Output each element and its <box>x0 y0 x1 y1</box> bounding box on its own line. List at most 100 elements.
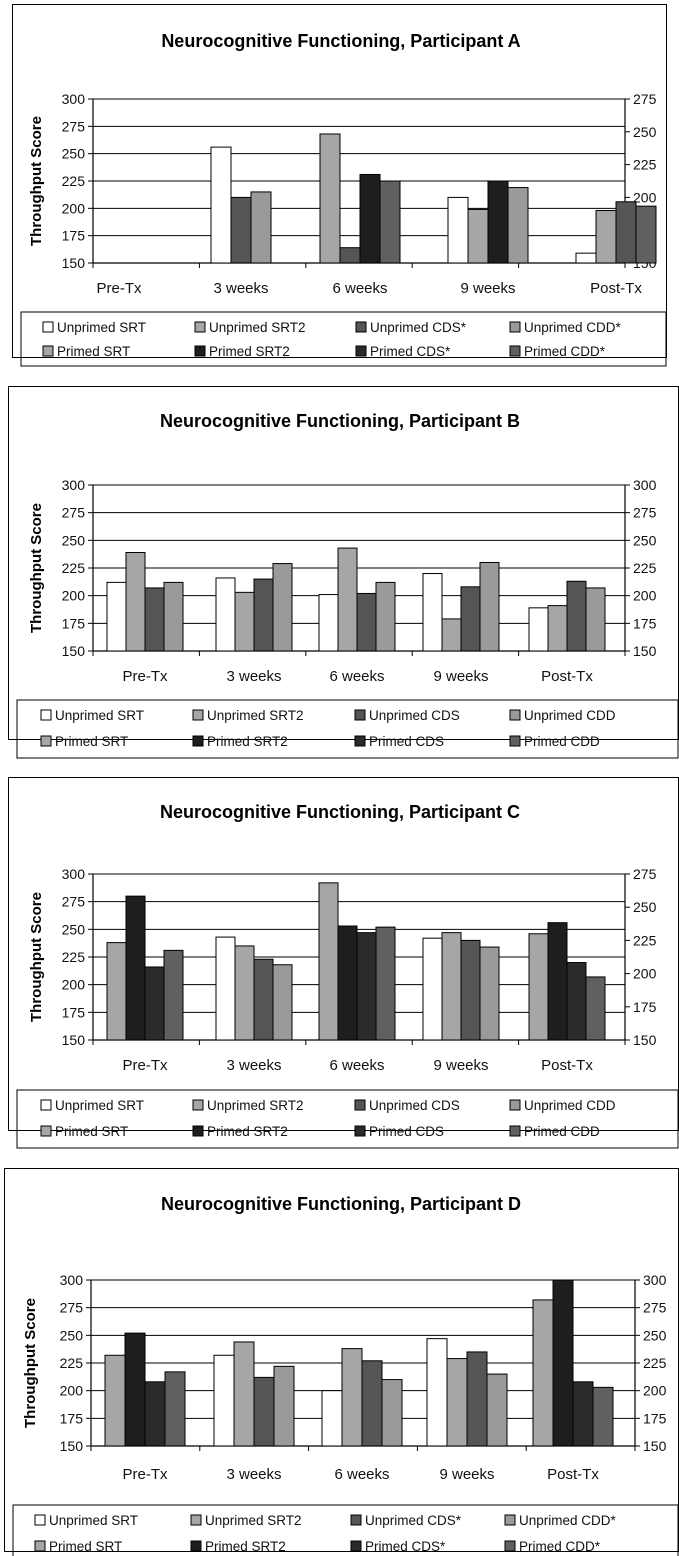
legend-swatch <box>509 1125 521 1137</box>
legend-swatch <box>350 1540 362 1552</box>
bar-primed-cdd <box>585 976 606 1041</box>
y2-tick-label: 225 <box>643 1355 667 1371</box>
y-tick-label: 150 <box>60 1438 84 1454</box>
x-category-label: Post-Tx <box>541 668 593 685</box>
bar-unprimed-srt2 <box>234 945 255 1041</box>
chart-title: Neurocognitive Functioning, Participant … <box>161 1194 521 1214</box>
y2-tick-label: 225 <box>633 157 657 173</box>
chart-svg-a: Neurocognitive Functioning, Participant … <box>20 31 667 367</box>
legend-label: Primed CDS <box>369 734 444 749</box>
y2-tick-label: 250 <box>633 124 657 140</box>
bar-unprimed-srt2 <box>125 552 146 652</box>
y-tick-label: 150 <box>62 255 86 271</box>
chart-svg-b: Neurocognitive Functioning, Participant … <box>16 411 679 759</box>
legend-swatch <box>42 345 54 357</box>
bar-primed-srt <box>104 1354 126 1447</box>
x-category-label: 9 weeks <box>433 668 488 685</box>
bar-unprimed-cds <box>460 586 481 652</box>
legend-label: Primed SRT <box>55 1124 128 1139</box>
legend-label: Primed CDD* <box>519 1539 601 1554</box>
y-tick-label: 275 <box>60 1300 84 1316</box>
bar-unprimed-cds <box>466 1351 488 1447</box>
legend-swatch <box>40 1099 52 1111</box>
bar-primed-srt2 <box>124 1332 146 1447</box>
chart-svg-d: Neurocognitive Functioning, Participant … <box>12 1194 679 1556</box>
y2-tick-label: 175 <box>633 615 657 631</box>
bar-primed-cdd <box>592 1386 614 1447</box>
y-tick-label: 150 <box>62 1032 86 1048</box>
bar-unprimed-cds <box>361 1360 383 1447</box>
legend-swatch <box>192 735 204 747</box>
bar-unprimed-cdd <box>479 946 500 1041</box>
legend-label: Unprimed CDS* <box>370 320 467 335</box>
bar-unprimed-srt2 <box>547 605 568 652</box>
x-category-label: 9 weeks <box>460 280 515 297</box>
bar-unprimed-cdd <box>479 561 500 652</box>
legend-swatch <box>192 1099 204 1111</box>
bar-unprimed-srt <box>426 1338 448 1447</box>
legend-swatch <box>355 321 367 333</box>
bar-unprimed-cdd <box>272 964 293 1041</box>
chart-title: Neurocognitive Functioning, Participant … <box>160 802 520 822</box>
y-axis-title: Throughput Score <box>28 503 45 633</box>
legend-label: Primed CDS <box>369 1124 444 1139</box>
y-tick-label: 275 <box>62 894 86 910</box>
legend-label: Unprimed SRT <box>49 1513 138 1528</box>
y-axis-title: Throughput Score <box>28 116 45 246</box>
y2-tick-label: 150 <box>643 1438 667 1454</box>
bar-unprimed-srt <box>575 252 597 264</box>
legend-swatch <box>504 1540 516 1552</box>
bar-primed-cds <box>144 966 165 1041</box>
legend-swatch <box>504 1514 516 1526</box>
bar-unprimed-srt <box>215 577 236 652</box>
y-tick-label: 225 <box>62 173 86 189</box>
legend-label: Unprimed CDS* <box>365 1513 462 1528</box>
y2-tick-label: 275 <box>633 91 657 107</box>
legend-label: Unprimed CDD* <box>519 1513 617 1528</box>
bar-unprimed-srt <box>213 1354 235 1447</box>
y2-tick-label: 275 <box>633 866 657 882</box>
y-tick-label: 200 <box>62 200 86 216</box>
y-tick-label: 200 <box>62 588 86 604</box>
y-tick-label: 175 <box>62 228 86 244</box>
legend-swatch <box>354 1125 366 1137</box>
legend-swatch <box>34 1514 46 1526</box>
y-tick-label: 250 <box>62 921 86 937</box>
bar-unprimed-cds <box>460 939 481 1041</box>
x-category-label: 3 weeks <box>226 1466 281 1483</box>
y-tick-label: 275 <box>62 118 86 134</box>
y2-tick-label: 275 <box>643 1300 667 1316</box>
y2-tick-label: 275 <box>633 505 657 521</box>
bar-primed-cds <box>572 1381 594 1447</box>
bar-unprimed-srt2 <box>446 1358 468 1447</box>
y-tick-label: 175 <box>62 1004 86 1020</box>
legend-label: Primed SRT <box>49 1539 122 1554</box>
bar-primed-cds <box>144 1381 166 1447</box>
bar-primed-srt2 <box>547 922 568 1041</box>
y2-tick-label: 300 <box>643 1272 667 1288</box>
bar-primed-srt2 <box>125 895 146 1041</box>
legend-swatch <box>354 1099 366 1111</box>
legend-label: Primed CDS* <box>365 1539 446 1554</box>
legend-swatch <box>190 1540 202 1552</box>
legend-swatch <box>194 345 206 357</box>
y2-tick-label: 225 <box>633 560 657 576</box>
legend-label: Primed CDD <box>524 734 600 749</box>
y2-tick-label: 250 <box>633 899 657 915</box>
legend-label: Unprimed CDS <box>369 1098 460 1113</box>
legend-box <box>12 1504 679 1556</box>
bar-unprimed-srt2 <box>441 932 462 1041</box>
legend-swatch <box>354 709 366 721</box>
bar-unprimed-cds <box>253 1376 275 1447</box>
legend-label: Primed SRT2 <box>209 344 290 359</box>
bar-unprimed-srt2 <box>595 210 617 264</box>
legend-swatch <box>509 709 521 721</box>
x-category-label: 6 weeks <box>329 668 384 685</box>
bar-unprimed-cds <box>615 201 637 264</box>
x-category-label: Pre-Tx <box>123 1466 169 1483</box>
x-category-label: Pre-Tx <box>123 668 169 685</box>
bar-unprimed-srt2 <box>467 208 489 264</box>
bar-unprimed-cdd <box>163 581 184 652</box>
bar-unprimed-cds <box>253 578 274 652</box>
chart-panel-c: Neurocognitive Functioning, Participant … <box>8 777 679 1149</box>
